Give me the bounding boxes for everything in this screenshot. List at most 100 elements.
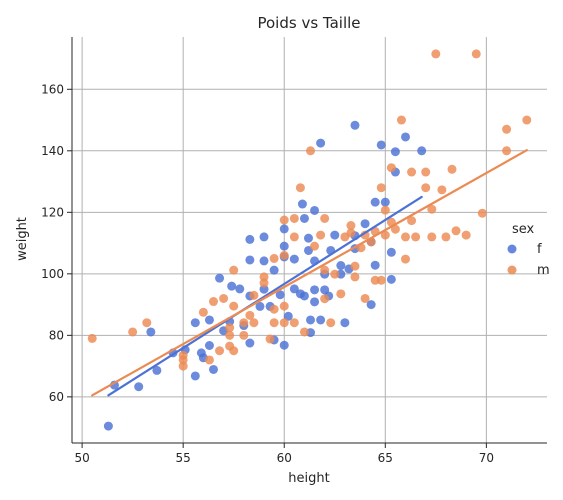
axes [67,37,547,448]
data-point-f [204,315,214,325]
data-point-f [289,284,299,294]
data-point-f [316,138,326,148]
data-point-m [380,205,390,215]
data-point-m [269,253,279,263]
data-point-m [326,318,336,328]
data-point-m [289,318,299,328]
data-point-m [178,355,188,365]
data-point-m [411,232,421,242]
data-point-m [178,361,188,371]
data-point-m [522,115,532,125]
data-point-m [407,216,417,226]
data-point-m [407,167,417,177]
data-point-f [350,120,360,130]
data-point-f [245,255,255,265]
data-point-m [330,269,340,279]
data-point-f [297,199,307,209]
data-point-m [239,318,249,328]
data-point-m [279,250,289,260]
data-point-m [219,293,229,303]
data-point-f [401,132,411,142]
regression-line-m [91,149,528,397]
data-point-f [299,291,309,301]
data-point-m [265,334,275,344]
data-point-f [310,205,320,215]
data-point-m [320,265,330,275]
data-point-m [204,355,214,365]
data-point-f [235,284,245,294]
data-point-m [477,208,487,218]
tick-labels: 50 55 60 65 70 60 80 100 120 140 160 [41,82,494,465]
data-point-f [255,301,265,311]
data-point-m [259,272,269,282]
data-point-m [421,183,431,193]
data-point-m [316,230,326,240]
data-point-f [330,230,340,240]
data-point-f [360,219,370,229]
legend-label-f: f [537,242,542,257]
data-point-m [128,327,138,337]
data-point-m [279,215,289,225]
data-point-m [269,318,279,328]
data-point-m [279,301,289,311]
data-point-f [376,140,386,150]
data-point-f [417,146,427,156]
data-point-m [421,167,431,177]
data-point-m [87,333,97,343]
data-point-f [390,147,400,157]
data-point-f [269,265,279,275]
data-point-m [142,318,152,328]
data-point-f [152,365,162,375]
legend: sex fm [507,222,550,278]
data-point-m [239,330,249,340]
data-point-m [461,230,471,240]
data-point-f [134,382,144,392]
x-tick-label: 70 [479,451,494,465]
data-point-f [386,274,396,284]
data-point-f [279,340,289,350]
data-point-f [386,247,396,257]
y-tick-label: 100 [41,267,64,281]
data-point-f [208,364,218,374]
data-point-m [451,226,461,236]
data-point-f [306,315,316,325]
data-point-m [360,230,370,240]
data-point-m [350,272,360,282]
data-point-f [259,256,269,266]
data-point-m [401,254,411,264]
data-point-m [198,307,208,317]
data-point-m [437,185,447,195]
x-tick-label: 65 [378,451,393,465]
y-tick-label: 140 [41,144,64,158]
data-point-f [190,318,200,328]
data-point-f [279,241,289,251]
data-point-f [340,318,350,328]
data-point-m [427,204,437,214]
data-point-m [295,183,305,193]
data-point-f [245,338,255,348]
data-point-m [346,221,356,231]
data-point-f [103,421,113,431]
data-point-m [380,230,390,240]
data-point-m [245,310,255,320]
data-point-f [204,340,214,350]
data-point-m [306,146,316,156]
data-point-m [441,232,451,242]
y-tick-label: 120 [41,205,64,219]
data-point-m [386,163,396,173]
data-point-m [225,330,235,340]
data-point-m [225,323,235,333]
data-point-m [279,318,289,328]
data-point-m [396,115,406,125]
data-point-f [380,197,390,207]
data-point-f [366,300,376,310]
data-point-f [316,315,326,325]
regression-lines [91,149,528,397]
data-point-f [370,260,380,270]
data-point-m [249,290,259,300]
data-point-m [249,318,259,328]
legend-marker-f [507,244,517,254]
data-point-m [269,304,279,314]
data-point-f [303,233,313,243]
